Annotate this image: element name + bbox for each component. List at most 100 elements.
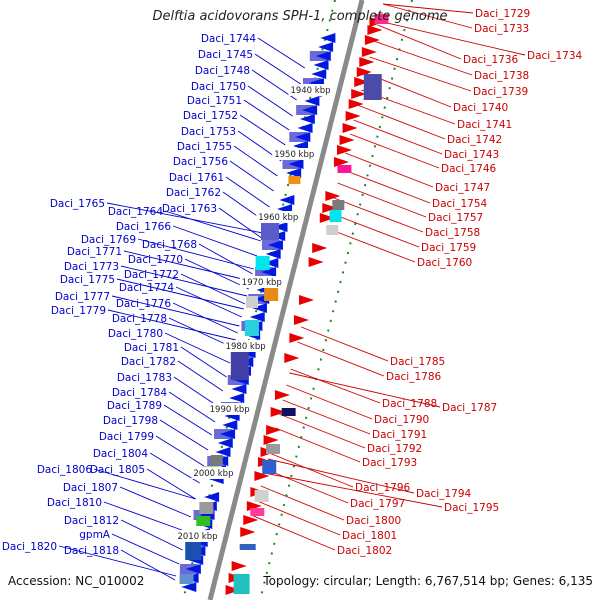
left-leader-line (247, 85, 293, 117)
right-gene-arrow (266, 425, 282, 435)
right-gene-label: Daci_1786 (386, 371, 442, 383)
left-gene-arrow (217, 438, 233, 448)
right-gene-label: Daci_1729 (475, 8, 530, 20)
kbp-label-bg (223, 340, 270, 352)
right-leader-line (382, 3, 474, 14)
left-leader-line (120, 519, 183, 551)
gene-block (337, 165, 352, 173)
left-gene-arrow (222, 420, 238, 430)
right-gene-arrow (274, 390, 290, 400)
right-gene-label: Daci_1754 (432, 198, 488, 210)
right-gene-label: Daci_1790 (374, 414, 429, 426)
left-gene-arrow (265, 249, 281, 259)
right-gene-label: Daci_1758 (425, 227, 480, 239)
right-gene-label: Daci_1747 (435, 182, 490, 194)
right-gene-arrow (299, 295, 315, 305)
left-leader-line (164, 332, 231, 364)
left-leader-line (103, 501, 188, 533)
left-gene-arrow (311, 69, 327, 79)
kbp-label-bg (191, 467, 238, 479)
left-gene-label: Daci_1744 (201, 33, 257, 45)
right-leader-line (333, 197, 424, 233)
left-gene-label: Daci_1812 (64, 515, 119, 527)
gene-block (199, 502, 214, 514)
right-gene-label: Daci_1800 (346, 515, 401, 527)
left-gene-label: Daci_1789 (107, 400, 162, 412)
right-gene-label: Daci_1738 (474, 70, 529, 82)
left-gene-arrow (286, 168, 302, 178)
right-leader-line (357, 104, 446, 140)
right-leader-line (337, 182, 427, 218)
left-gene-label: Daci_1770 (128, 254, 183, 266)
left-gene-label: Daci_1818 (64, 545, 119, 557)
left-leader-line (172, 225, 258, 257)
right-gene-arrow (356, 67, 372, 77)
left-gene-label: Daci_1763 (162, 203, 217, 215)
left-leader-line (168, 317, 235, 349)
right-gene-label: Daci_1794 (416, 488, 472, 500)
kbp-label-bg (288, 84, 335, 96)
right-gene-label: Daci_1746 (441, 163, 497, 175)
left-leader-line (218, 207, 262, 239)
left-gene-arrow (263, 258, 279, 268)
right-leader-line (267, 458, 415, 494)
left-leader-line (180, 346, 227, 378)
right-leader-line (278, 413, 366, 449)
right-gene-arrow (361, 47, 377, 57)
left-gene-label: Daci_1799 (99, 431, 154, 443)
gene-block (374, 14, 389, 24)
left-gene-label: Daci_1804 (93, 448, 149, 460)
left-leader-line (159, 419, 209, 451)
kbp-label: 1940 kbp (290, 86, 330, 96)
left-leader-line (111, 533, 180, 565)
left-gene-label: Daci_1745 (198, 49, 253, 61)
right-leader-line (264, 472, 443, 508)
right-gene-arrow (345, 111, 361, 121)
left-gene-arrow (318, 42, 334, 52)
gene-block (239, 544, 256, 550)
right-gene-arrow (364, 35, 380, 45)
right-leader-line (378, 20, 526, 56)
left-leader-line (257, 37, 306, 69)
right-gene-label: Daci_1792 (367, 443, 422, 455)
left-gene-label: Daci_1780 (108, 328, 163, 340)
right-leader-line (353, 119, 443, 155)
left-gene-label: Daci_1784 (112, 387, 168, 399)
right-gene-label: Daci_1739 (473, 86, 528, 98)
left-leader-line (111, 295, 240, 327)
left-gene-label: Daci_1798 (103, 415, 158, 427)
right-leader-line (265, 468, 349, 504)
left-leader-line (106, 202, 264, 234)
right-leader-line (345, 152, 434, 188)
left-leader-line (229, 160, 274, 192)
left-gene-arrow (313, 60, 329, 70)
genome-title: Delftia acidovorans SPH-1, complete geno… (152, 9, 448, 24)
left-gene-arrow (272, 222, 288, 232)
left-gene-arrow (215, 447, 231, 457)
left-gene-label: Daci_1774 (119, 282, 175, 294)
right-gene-arrow (308, 257, 324, 267)
right-leader-line (282, 399, 371, 435)
left-leader-line (172, 302, 238, 334)
right-leader-line (377, 24, 462, 60)
left-gene-label: Daci_1776 (116, 298, 172, 310)
left-gene-label: Daci_1753 (181, 126, 236, 138)
left-leader-line (146, 468, 196, 500)
left-gene-arrow (288, 159, 304, 169)
kbp-label: 2000 kbp (193, 469, 233, 479)
left-leader-line (164, 210, 262, 242)
right-gene-label: Daci_1740 (453, 102, 508, 114)
right-gene-label: Daci_1785 (390, 356, 445, 368)
gene-block (255, 256, 270, 270)
left-leader-line (155, 435, 205, 467)
right-gene-label: Daci_1787 (442, 402, 497, 414)
right-gene-arrow (312, 243, 328, 253)
left-gene-label: Daci_1769 (81, 234, 136, 246)
right-leader-line (382, 3, 473, 29)
left-gene-label: Daci_1810 (47, 497, 102, 509)
gene-block (329, 210, 342, 222)
right-gene-label: Daci_1757 (428, 212, 483, 224)
right-gene-label: Daci_1759 (421, 242, 476, 254)
right-gene-arrow (339, 135, 355, 145)
left-gene-label: Daci_1782 (121, 356, 176, 368)
